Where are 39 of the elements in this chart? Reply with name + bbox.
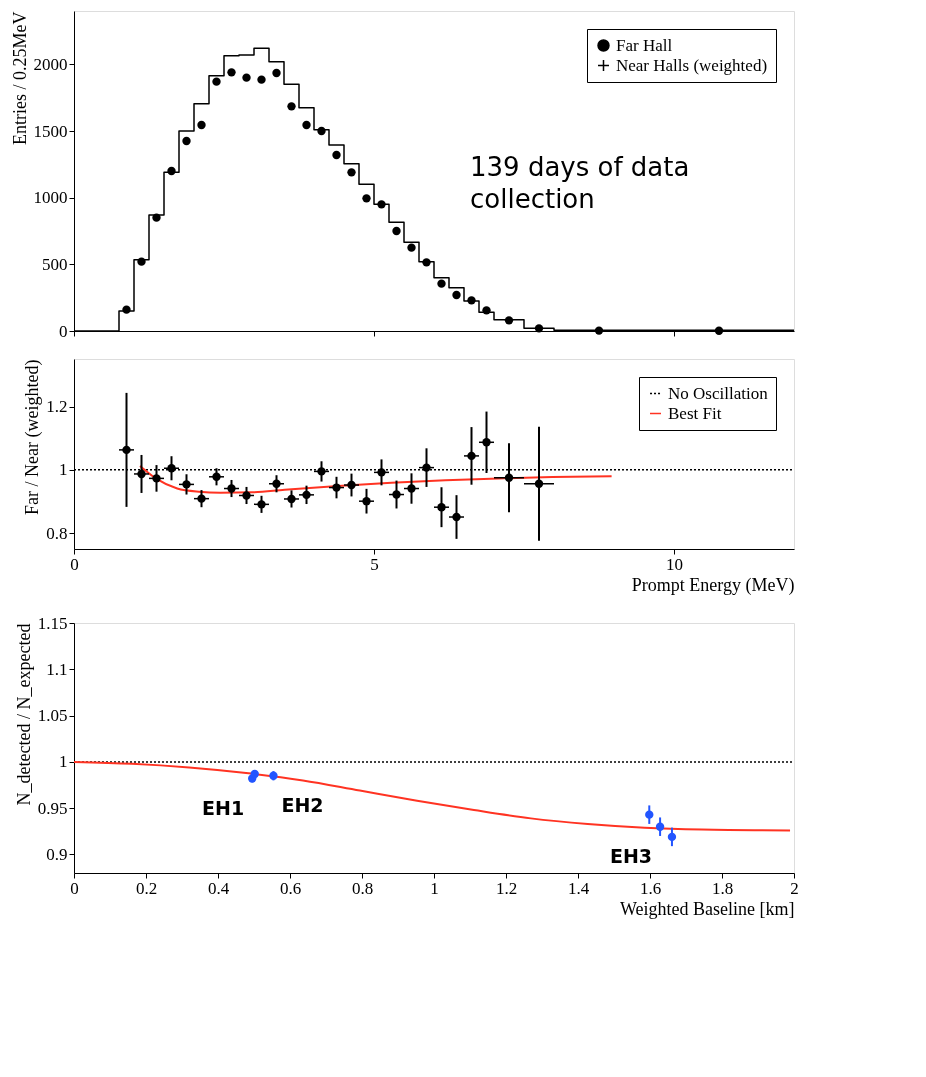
annotation: EH2 [281,793,324,816]
y-axis-title: Entries / 0.25MeV [9,11,30,145]
legend-label: No Oscillation [668,383,769,403]
x-tick-label: 1.4 [567,878,590,898]
x-axis-title: Weighted Baseline [km] [620,898,795,919]
legend-label: Far Hall [616,35,673,55]
x-axis-title: Prompt Energy (MeV) [631,574,795,596]
x-tick-label: 5 [370,554,379,574]
x-tick-label: 2 [790,878,799,898]
x-tick-label: 0.6 [279,878,302,898]
x-tick-label: 0.2 [135,878,158,898]
x-tick-label: 10 [666,554,683,574]
x-tick-label: 1.8 [711,878,734,898]
legend-label: Near Halls (weighted) [616,55,768,75]
x-tick-label: 1 [430,878,439,898]
annotation: EH1 [202,796,245,819]
y-tick-label: 500 [42,254,68,274]
annotation: 139 days of data collection [470,152,690,214]
x-tick-label: 1.6 [639,878,662,898]
y-tick-label: 1.2 [46,397,68,416]
x-tick-label: 1.2 [495,878,518,898]
x-tick-label: 0.4 [207,878,230,898]
y-tick-label: 1 [59,460,68,480]
y-tick-label: 0.95 [37,798,68,818]
y-tick-label: 2000 [33,54,68,74]
y-axis-title: N_detected / N_expected [13,623,34,806]
y-tick-label: 1.15 [37,613,68,633]
y-tick-label: 1.05 [37,706,68,726]
y-tick-label: 0.8 [46,523,68,543]
x-tick-label: 0.8 [351,878,374,898]
y-tick-label: 0.9 [46,844,68,864]
y-tick-label: 1 [59,752,68,772]
y-tick-label: 1000 [33,188,68,208]
y-axis-title: Far / Near (weighted) [22,359,44,515]
legend-label: Best Fit [668,403,722,423]
annotation: EH3 [609,844,653,867]
y-tick-label: 1500 [33,121,68,141]
y-tick-label: 1.1 [46,659,68,679]
y-tick-label: 0 [59,321,68,341]
